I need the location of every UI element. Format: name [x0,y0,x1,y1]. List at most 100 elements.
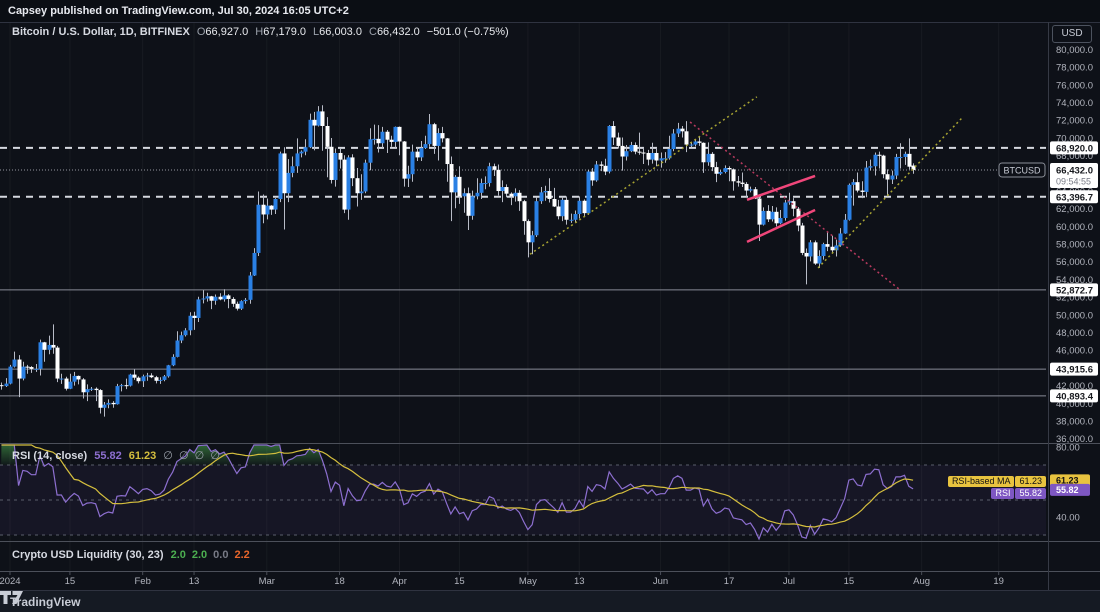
svg-text:48,000.0: 48,000.0 [1056,328,1093,339]
svg-text:54,000.0: 54,000.0 [1056,275,1093,286]
svg-text:13: 13 [574,576,585,587]
svg-text:60,000.0: 60,000.0 [1056,222,1093,233]
liquidity-value: 2.2 [234,549,250,561]
svg-text:BTCUSD: BTCUSD [1003,165,1041,175]
chart-background [0,22,1100,590]
footer-brand[interactable]: TradingView [10,594,81,609]
pane-separators [0,22,1100,590]
svg-text:52,872.7: 52,872.7 [1056,285,1093,296]
ohlc-item: C66,432.0 [368,26,420,38]
svg-text:15: 15 [454,576,465,587]
rsi-ma-value: 61.23 [128,449,157,462]
svg-text:68,000.0: 68,000.0 [1056,151,1093,162]
svg-text:40,893.4: 40,893.4 [1056,391,1094,402]
svg-text:18: 18 [334,576,345,587]
ohlc-values: O66,927.0 H67,179.0 L66,003.0 C66,432.0 [197,26,420,38]
vertical-gridlines [9,23,1000,571]
ascending-trendline-jul[interactable] [817,117,963,269]
candles-layer [0,105,916,417]
rsi-value: 55.82 [94,449,122,462]
liquidity-value: 0.0 [213,549,229,561]
rsi-ma-line [1,444,914,528]
svg-text:70,000.0: 70,000.0 [1056,133,1093,144]
ohlc-item: O66,927.0 [196,26,249,38]
currency-toggle-button[interactable]: USD [1052,25,1092,43]
rsi-ma-label-value: 61.23 [1015,476,1046,487]
svg-text:76,000.0: 76,000.0 [1056,80,1093,91]
svg-text:2024: 2024 [0,576,21,587]
svg-text:46,000.0: 46,000.0 [1056,346,1093,357]
rsi-title[interactable]: RSI (14, close) [12,449,88,462]
svg-text:May: May [519,576,537,587]
rsi-ma-floating-label: RSI-based MA 61.23 [947,476,1046,487]
rsi-label-value: 55.82 [1015,488,1046,499]
svg-text:13: 13 [189,576,200,587]
rsi-legend: RSI (14, close) 55.82 61.23 ∅ ∅ ∅ ∅ [12,449,220,463]
svg-text:56,000.0: 56,000.0 [1056,257,1093,268]
svg-text:Jun: Jun [653,576,668,587]
svg-text:78,000.0: 78,000.0 [1056,63,1093,74]
published-text: Capsey published on TradingView.com, Jul… [8,5,349,17]
rsi-floating-label: RSI 55.82 [991,488,1046,499]
rsi-empty-params: ∅ ∅ ∅ ∅ [163,450,220,462]
svg-text:Mar: Mar [259,576,275,587]
liquidity-value: 2.0 [191,549,208,561]
svg-text:62,000.0: 62,000.0 [1056,204,1093,215]
rsi-label: RSI [991,488,1015,499]
svg-text:68,920.0: 68,920.0 [1056,143,1093,154]
rsi-overbought-fill [1,445,324,465]
bear-flag-upper[interactable] [746,174,816,202]
symbol-price-label: BTCUSD [998,162,1046,178]
liquidity-title[interactable]: Crypto USD Liquidity (30, 23) [12,549,164,561]
symbol-legend: Bitcoin / U.S. Dollar, 1D, BITFINEX O66,… [12,26,509,38]
svg-text:Feb: Feb [134,576,150,587]
svg-text:80,000.0: 80,000.0 [1056,45,1093,56]
svg-text:17: 17 [724,576,735,587]
svg-text:74,000.0: 74,000.0 [1056,98,1093,109]
liquidity-values: 2.0 2.0 0.0 2.2 [171,549,250,561]
symbol-title[interactable]: Bitcoin / U.S. Dollar, 1D, BITFINEX [12,26,190,38]
tradingview-logo-icon[interactable] [0,591,24,605]
svg-text:42,000.0: 42,000.0 [1056,381,1093,392]
svg-text:58,000.0: 58,000.0 [1056,240,1093,251]
change-value: −501.0 (−0.75%) [426,26,509,38]
svg-text:66,432.0: 66,432.0 [1056,165,1093,176]
svg-text:15: 15 [844,576,855,587]
svg-text:80.00: 80.00 [1056,443,1080,454]
ascending-trendline-may-jun[interactable] [529,96,758,255]
price-axis[interactable]: 36,000.038,000.040,000.042,000.044,000.0… [1050,45,1098,445]
drawings-layer[interactable] [529,96,963,291]
rsi-line [1,444,914,541]
svg-text:19: 19 [993,576,1004,587]
liquidity-value: 2.0 [170,549,186,561]
svg-text:72,000.0: 72,000.0 [1056,116,1093,127]
svg-text:55.82: 55.82 [1056,485,1079,495]
rsi-ma-label: RSI-based MA [947,476,1015,487]
svg-text:38,000.0: 38,000.0 [1056,416,1093,427]
time-axis[interactable]: 2024 15 Feb 13 Mar 18 Apr 15 May 13 Jun 17 Jul 15 Aug 1… [0,572,1004,587]
svg-text:40.00: 40.00 [1056,513,1080,524]
svg-text:52,000.0: 52,000.0 [1056,293,1093,304]
svg-text:43,915.6: 43,915.6 [1056,365,1093,376]
svg-text:61.23: 61.23 [1056,475,1079,485]
price-levels [0,146,1046,397]
footer-bar: TradingView [0,590,1100,612]
svg-text:Jul: Jul [783,576,795,587]
svg-text:Apr: Apr [392,576,407,587]
svg-text:15: 15 [65,576,76,587]
ohlc-item: L66,003.0 [313,26,362,38]
svg-text:63,396.7: 63,396.7 [1056,192,1093,203]
svg-text:50,000.0: 50,000.0 [1056,310,1093,321]
svg-text:09:54:55: 09:54:55 [1056,176,1091,186]
ohlc-item: H67,179.0 [255,26,307,38]
svg-text:40,000.0: 40,000.0 [1056,399,1093,410]
last-price-badge: 66,432.009:54:55 [1050,162,1098,188]
liquidity-legend: Crypto USD Liquidity (30, 23) 2.0 2.0 0.0 2… [12,549,250,561]
bear-flag-lower[interactable] [746,208,816,244]
published-bar: Capsey published on TradingView.com, Jul… [0,0,1100,22]
svg-text:Aug: Aug [913,576,930,587]
svg-text:36,000.0: 36,000.0 [1056,434,1093,445]
